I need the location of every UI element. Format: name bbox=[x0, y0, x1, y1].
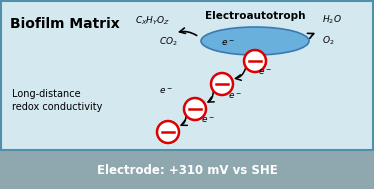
Bar bbox=[0, 151, 374, 189]
Text: $CO_2$: $CO_2$ bbox=[159, 36, 178, 48]
Bar bbox=[1, 1, 373, 150]
Text: $e^-$: $e^-$ bbox=[258, 68, 272, 77]
Text: Biofilm Matrix: Biofilm Matrix bbox=[10, 17, 120, 31]
Text: $C_XH_YO_Z$: $C_XH_YO_Z$ bbox=[135, 15, 170, 27]
Text: $e^-$: $e^-$ bbox=[229, 92, 242, 101]
Text: Electrode: +310 mV vs SHE: Electrode: +310 mV vs SHE bbox=[96, 163, 278, 177]
Text: $e^-$: $e^-$ bbox=[202, 116, 215, 125]
Circle shape bbox=[184, 98, 206, 120]
Text: Long-distance: Long-distance bbox=[12, 89, 81, 99]
Circle shape bbox=[211, 73, 233, 95]
Text: $O_2$: $O_2$ bbox=[322, 35, 334, 47]
Ellipse shape bbox=[201, 27, 309, 55]
Circle shape bbox=[157, 121, 179, 143]
Text: Electroautotroph: Electroautotroph bbox=[205, 11, 305, 21]
Text: $H_2O$: $H_2O$ bbox=[322, 13, 342, 26]
Text: $e^-$: $e^-$ bbox=[221, 38, 235, 48]
Text: redox conductivity: redox conductivity bbox=[12, 102, 102, 112]
Text: $e^-$: $e^-$ bbox=[159, 86, 173, 96]
Circle shape bbox=[244, 50, 266, 72]
